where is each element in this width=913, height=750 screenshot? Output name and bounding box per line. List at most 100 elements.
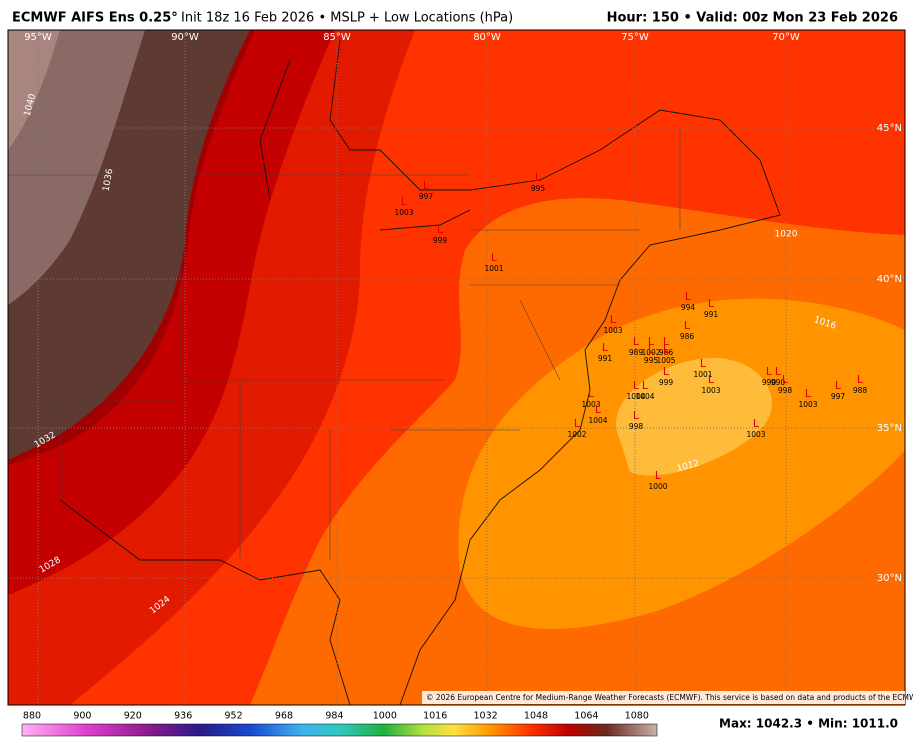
- colorbar-tick-label: 900: [73, 711, 91, 722]
- low-marker: L: [782, 373, 789, 386]
- low-marker: L: [700, 357, 707, 370]
- colorbar-tick-label: 1080: [625, 711, 649, 722]
- colorbar-tick-label: 952: [225, 711, 243, 722]
- low-marker: L: [708, 373, 715, 386]
- low-marker: L: [775, 365, 782, 378]
- low-pressure: 1003: [581, 400, 600, 409]
- low-pressure: 997: [419, 192, 434, 201]
- low-pressure: 995: [644, 356, 659, 365]
- map-frame: [7, 29, 906, 706]
- coastlines: [59, 39, 781, 705]
- longitude-label: 80°W: [473, 32, 501, 43]
- colorbar-tick-label: 936: [174, 711, 192, 722]
- low-pressure: 1003: [701, 386, 720, 395]
- longitude-label: 90°W: [171, 32, 199, 43]
- title: ECMWF AIFS Ens 0.25°: [12, 11, 178, 26]
- longitude-label: 75°W: [621, 32, 649, 43]
- low-marker: L: [663, 365, 670, 378]
- colorbar-ticks: 880 900 920 936 952 968 984 1000 1016 1032 1048 106…: [23, 711, 649, 722]
- low-marker: L: [588, 387, 595, 400]
- low-pressure: 999: [433, 236, 448, 245]
- low-marker: L: [633, 409, 640, 422]
- low-marker: L: [574, 417, 581, 430]
- low-pressure: 1002: [567, 430, 586, 439]
- low-pressure: 990: [762, 378, 777, 387]
- low-marker: L: [437, 223, 444, 236]
- low-marker: L: [685, 290, 692, 303]
- low-marker: L: [753, 417, 760, 430]
- field-1008: [616, 357, 772, 476]
- longitude-label: 95°W: [24, 32, 52, 43]
- field-1044: [8, 30, 60, 150]
- latitude-label: 35°N: [877, 423, 902, 434]
- low-pressure: 1001: [484, 264, 503, 273]
- low-pressure: 991: [598, 354, 613, 363]
- colorbar-tick-label: 968: [275, 711, 293, 722]
- latitude-label: 40°N: [877, 274, 902, 285]
- colorbar-tick-label: 1048: [524, 711, 548, 722]
- low-pressure: 999: [659, 378, 674, 387]
- low-pressure: 995: [531, 184, 546, 193]
- low-pressure: 1003: [603, 326, 622, 335]
- pressure-field: 95°W 90°W 85°W 80°W 75°W 70°W 45°N 40°N 35°N 30°N…: [8, 30, 905, 705]
- latitude-label: 45°N: [877, 123, 902, 134]
- low-pressure: 997: [831, 392, 846, 401]
- low-marker: L: [633, 335, 640, 348]
- low-pressure: 1004: [626, 392, 645, 401]
- colorbar-tick-label: 1032: [474, 711, 498, 722]
- low-pressure: 989: [629, 348, 644, 357]
- low-pressure: 991: [704, 310, 719, 319]
- low-marker: L: [401, 195, 408, 208]
- low-marker: L: [648, 343, 655, 356]
- low-marker: L: [642, 379, 649, 392]
- colorbar-tick-label: 880: [23, 711, 41, 722]
- low-pressure: 986: [680, 332, 695, 341]
- latitude-label: 30°N: [877, 573, 902, 584]
- low-marker: L: [610, 313, 617, 326]
- subtitle: Init 18z 16 Feb 2026 • MSLP + Low Locati…: [181, 11, 513, 26]
- low-marker: L: [648, 335, 655, 348]
- low-marker: L: [663, 343, 670, 356]
- low-pressure: 1000: [648, 482, 667, 491]
- labels: 95°W 90°W 85°W 80°W 75°W 70°W 45°N 40°N 35°N 30°N…: [23, 32, 902, 616]
- low-pressure: 998: [629, 422, 644, 431]
- low-pressure: 1004: [635, 392, 654, 401]
- low-marker: L: [655, 469, 662, 482]
- low-marker: L: [684, 319, 691, 332]
- low-marker: L: [766, 365, 773, 378]
- valid-time: Hour: 150 • Valid: 00z Mon 23 Feb 2026: [607, 11, 898, 26]
- longitude-label: 70°W: [772, 32, 800, 43]
- low-marker: L: [535, 171, 542, 184]
- low-marker: L: [805, 387, 812, 400]
- low-marker: L: [491, 251, 498, 264]
- low-marker: L: [602, 341, 609, 354]
- low-pressure: 1003: [746, 430, 765, 439]
- low-pressure: 1001: [693, 370, 712, 379]
- low-marker: L: [857, 373, 864, 386]
- low-pressure: 994: [681, 303, 696, 312]
- low-marker: L: [835, 379, 842, 392]
- colorbar-tick-label: 920: [124, 711, 142, 722]
- colorbar-tick-label: 1064: [574, 711, 598, 722]
- low-pressure: 1003: [798, 400, 817, 409]
- field-1040: [8, 30, 145, 305]
- low-pressure: 986: [659, 348, 674, 357]
- low-pressure: 1002: [641, 348, 660, 357]
- isobar-label: 1020: [775, 230, 798, 240]
- copyright: © 2026 European Centre for Medium-Range …: [426, 693, 913, 702]
- low-pressure: 990: [771, 378, 786, 387]
- low-marker: L: [708, 297, 715, 310]
- low-marker: L: [663, 335, 670, 348]
- low-pressure: 1005: [656, 356, 675, 365]
- colorbar-tick-label: 1000: [373, 711, 397, 722]
- low-marker: L: [633, 379, 640, 392]
- longitude-label: 85°W: [323, 32, 351, 43]
- low-pressure: 988: [853, 386, 868, 395]
- colorbar: [21, 723, 658, 737]
- stats: Max: 1042.3 • Min: 1011.0: [719, 717, 898, 731]
- low-pressure: 1003: [394, 208, 413, 217]
- low-marker: L: [423, 179, 430, 192]
- borders: [8, 130, 681, 560]
- low-marker: L: [595, 403, 602, 416]
